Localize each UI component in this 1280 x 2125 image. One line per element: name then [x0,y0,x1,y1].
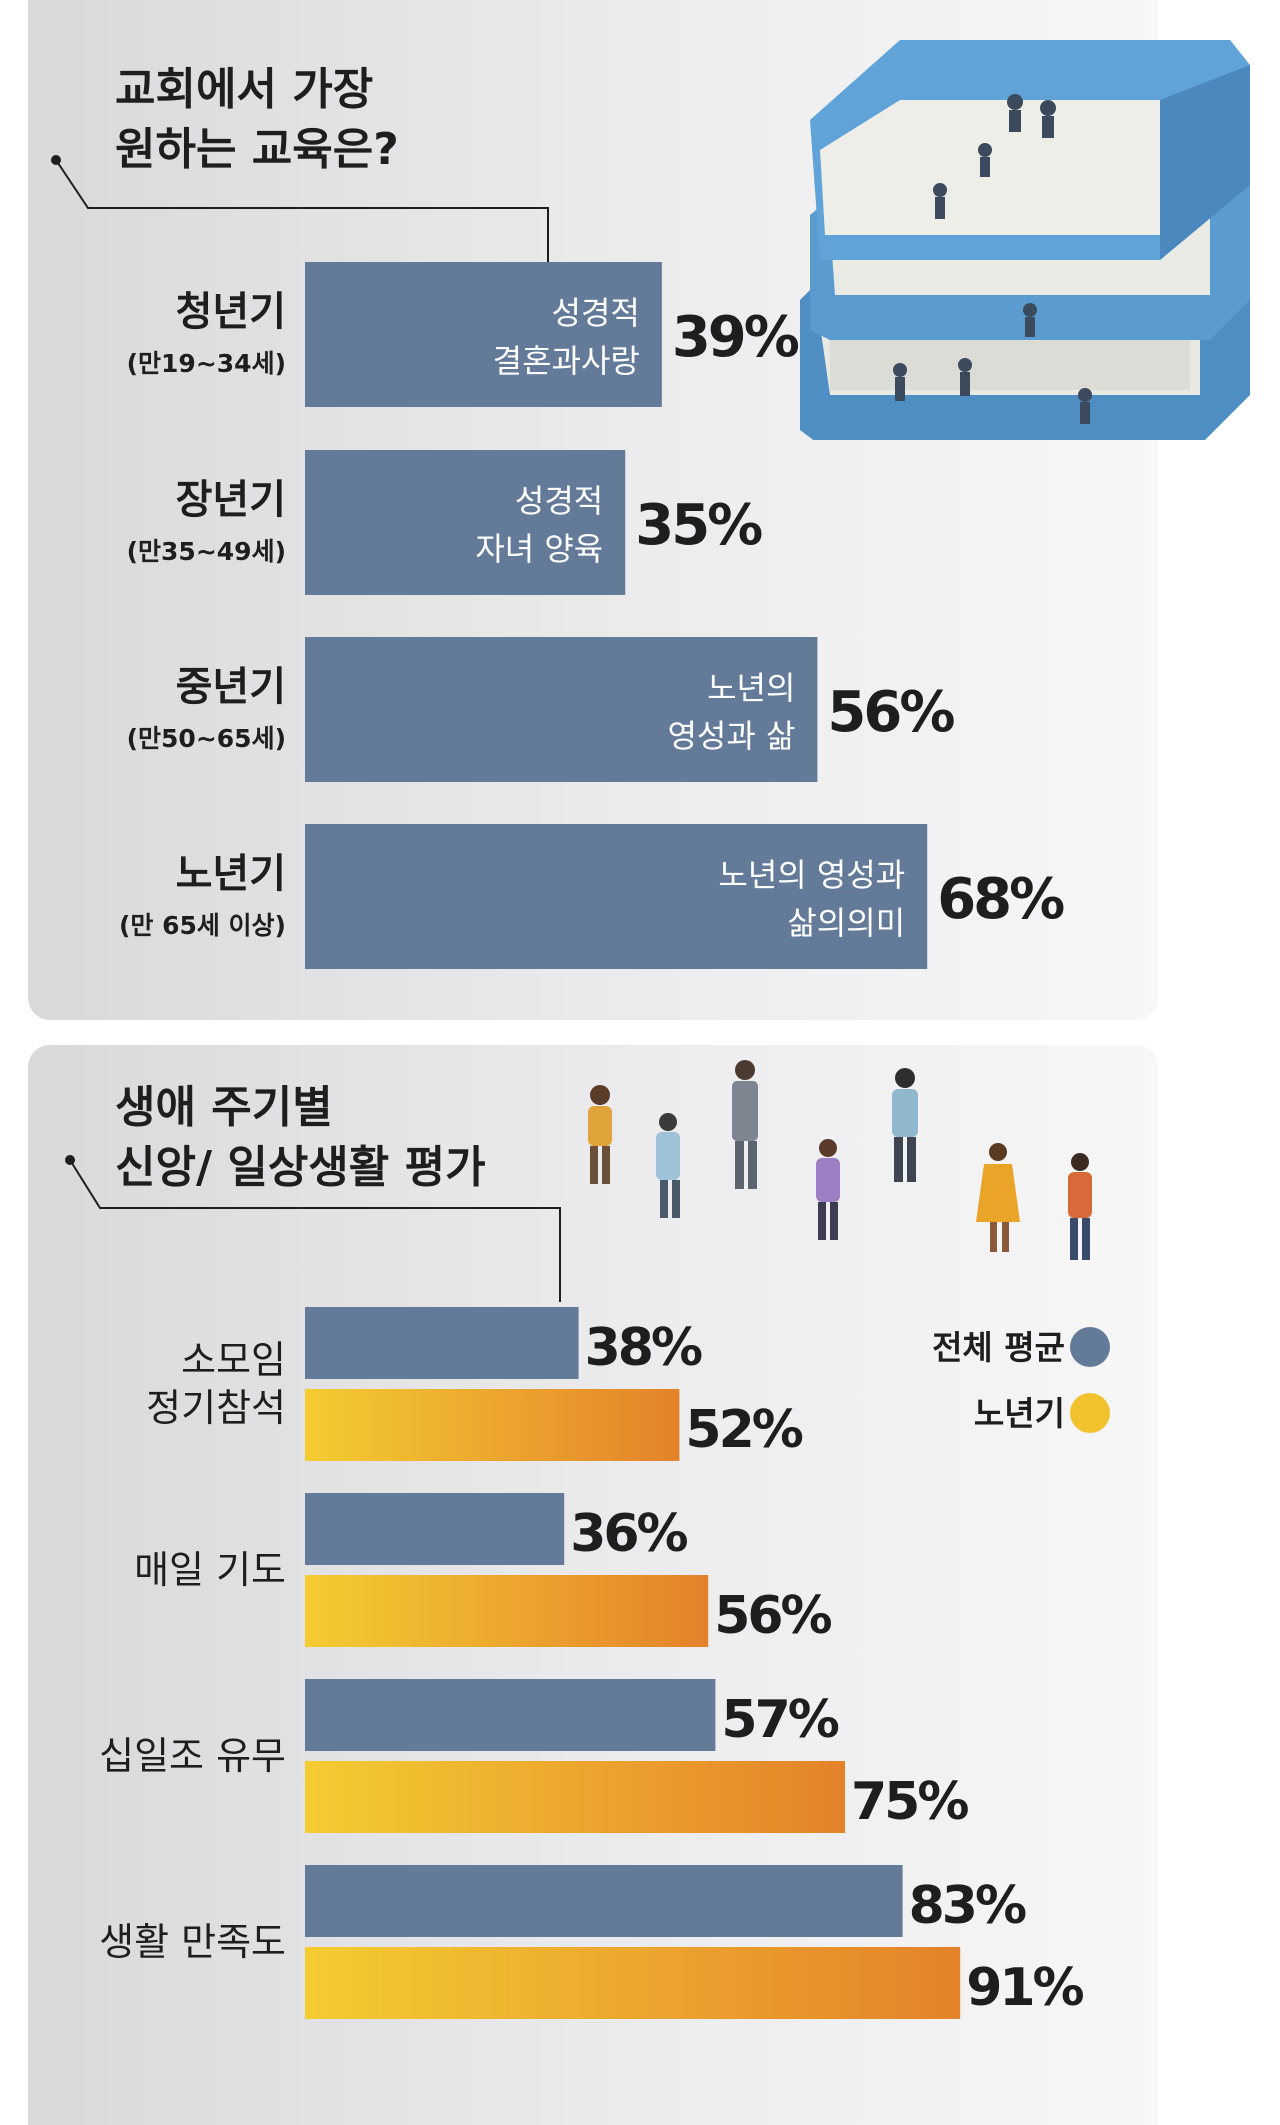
chart2-bar-overall [305,1493,565,1565]
chart1-value-label: 68% [937,867,1064,932]
chart2-bar-senior [305,1761,845,1833]
chart2-value-senior: 56% [714,1586,831,1646]
chart1-category-label: 청년기 [176,289,286,335]
chart1-category-label: 장년기 [176,477,286,523]
chart2-value-overall: 57% [721,1690,838,1750]
chart2-value-overall: 83% [909,1876,1026,1936]
chart1-bar-label: 노년의 영성과 [718,856,905,894]
chart1-value-label: 35% [635,493,762,558]
chart2-bar-overall [305,1679,716,1751]
chart1-bar-label: 영성과 삶 [667,717,795,755]
chart2-bar-senior [305,1389,680,1461]
chart2-value-senior: 75% [851,1772,968,1832]
chart2-category-label: 정기참석 [146,1386,286,1430]
chart1-bar [305,262,662,407]
chart1-bar-label: 성경적 [515,482,603,520]
chart1-category-label: 중년기 [176,664,286,710]
legend-senior-swatch [1070,1393,1110,1433]
chart1-category-range: (만 65세 이상) [119,911,286,940]
chart2-category-label: 십일조 유무 [99,1734,286,1778]
chart2-value-overall: 36% [570,1504,687,1564]
chart1-bar-label: 삶의의미 [787,904,905,942]
legend-senior-label: 노년기 [974,1394,1065,1433]
chart2-bar-senior [305,1947,961,2019]
legend-overall-swatch [1070,1327,1110,1367]
books-illustration [800,40,1250,440]
chart2-category-label: 생활 만족도 [99,1920,286,1964]
legend-overall-label: 전체 평균 [932,1328,1065,1367]
chart2-bar-overall [305,1865,903,1937]
chart1-bar-label: 성경적 [552,294,640,332]
chart1-category-range: (만50~65세) [127,724,286,753]
chart2-value-senior: 91% [966,1958,1083,2018]
chart2-category-label: 매일 기도 [134,1548,286,1592]
chart1-category-label: 노년기 [176,851,286,897]
chart1-title-line1: 교회에서 가장 [115,64,374,115]
chart2-category-label: 소모임 [181,1338,286,1382]
chart1-bar-label: 노년의 [707,669,795,707]
chart2-title-line1: 생애 주기별 [115,1082,333,1133]
chart2-bar-overall [305,1307,579,1379]
chart1-category-range: (만19~34세) [127,349,286,378]
chart2-bar-senior [305,1575,709,1647]
chart1-bar [305,637,818,782]
chart1-bar [305,450,626,595]
chart1-category-range: (만35~49세) [127,537,286,566]
chart1-value-label: 39% [672,305,799,370]
chart2-value-overall: 38% [585,1318,702,1378]
chart1-bar-label: 자녀 양육 [475,530,603,568]
people-illustration [588,1060,1092,1260]
chart2-value-senior: 52% [685,1400,802,1460]
chart1-value-label: 56% [827,680,954,745]
chart1-bar [305,824,928,969]
chart1-bar-label: 결혼과사랑 [493,342,640,380]
